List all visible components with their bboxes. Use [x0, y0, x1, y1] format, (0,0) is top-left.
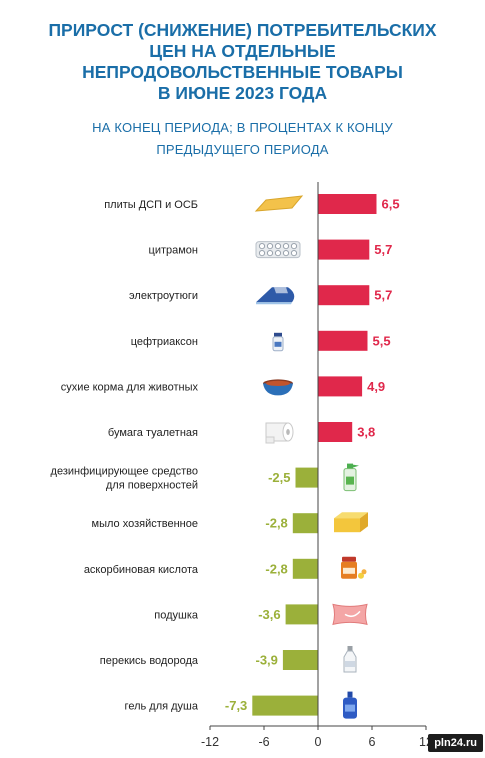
pillow-icon — [332, 603, 368, 626]
category-label: цефтриаксон — [131, 336, 198, 348]
data-label: -3,9 — [255, 653, 277, 668]
data-label: 5,7 — [374, 288, 392, 303]
data-label: 3,8 — [357, 425, 375, 440]
bar — [285, 604, 318, 625]
soap-icon — [334, 512, 368, 533]
category-label: бумага туалетная — [108, 427, 198, 439]
bar — [252, 695, 318, 716]
category-label: дезинфицирующее средство для поверхностей — [51, 466, 198, 492]
x-tick-label: 6 — [369, 735, 376, 749]
data-label: -2,8 — [265, 561, 287, 576]
data-label: 5,5 — [373, 333, 391, 348]
bar — [318, 285, 370, 306]
title-line: В ИЮНЕ 2023 ГОДА — [157, 83, 328, 103]
title-line: ПРИРОСТ (СНИЖЕНИЕ) ПОТРЕБИТЕЛЬСКИХ — [48, 20, 437, 40]
subtitle-line: НА КОНЕЦ ПЕРИОДА; В ПРОЦЕНТАХ К КОНЦУ — [92, 120, 393, 135]
iron-icon — [256, 287, 295, 305]
bar — [318, 330, 368, 351]
bar — [292, 558, 318, 579]
chart-subtitle: НА КОНЕЦ ПЕРИОДА; В ПРОЦЕНТАХ К КОНЦУ ПР… — [0, 117, 485, 161]
data-label: -3,6 — [258, 607, 280, 622]
category-label: плиты ДСП и ОСБ — [104, 199, 198, 211]
category-label: сухие корма для животных — [61, 381, 199, 393]
bar — [292, 513, 318, 534]
title-line: НЕПРОДОВОЛЬСТВЕННЫЕ ТОВАРЫ — [82, 62, 403, 82]
shower-gel-icon — [343, 691, 357, 719]
chart-title: ПРИРОСТ (СНИЖЕНИЕ) ПОТРЕБИТЕЛЬСКИХ ЦЕН Н… — [0, 20, 485, 104]
bar — [318, 376, 363, 397]
category-label: аскорбиновая кислота — [84, 564, 199, 576]
x-tick-label: -12 — [201, 735, 219, 749]
pill-jar-icon — [341, 556, 367, 579]
category-label: подушка — [154, 609, 199, 621]
watermark-badge: pln24.ru — [428, 734, 483, 752]
spray-bottle-icon — [343, 463, 359, 492]
toilet-paper-icon — [265, 422, 294, 444]
title-line: ЦЕН НА ОТДЕЛЬНЫЕ — [149, 41, 336, 61]
bar — [318, 422, 353, 442]
data-label: -2,8 — [265, 516, 287, 531]
data-label: 6,5 — [382, 197, 400, 212]
bar — [318, 239, 370, 260]
vial-icon — [272, 332, 284, 352]
bar — [318, 194, 377, 214]
data-label: -2,5 — [268, 470, 290, 485]
category-label: перекись водорода — [100, 655, 199, 667]
bar — [295, 467, 318, 488]
x-tick-label: 0 — [315, 735, 322, 749]
category-label: электроутюги — [129, 290, 198, 302]
pet-bowl-icon — [263, 379, 293, 396]
category-label: цитрамон — [149, 245, 198, 257]
category-label: гель для душа — [125, 701, 199, 713]
pill-blister-icon — [255, 241, 301, 259]
data-label: 5,7 — [374, 242, 392, 257]
bar — [282, 650, 318, 670]
x-tick-label: -6 — [258, 735, 269, 749]
subtitle-line: ПРЕДЫДУЩЕГО ПЕРИОДА — [156, 142, 329, 157]
data-label: -7,3 — [225, 698, 247, 713]
board-icon — [254, 195, 304, 212]
category-label: мыло хозяйственное — [92, 518, 198, 530]
bottle-icon — [343, 646, 357, 673]
data-label: 4,9 — [367, 379, 385, 394]
